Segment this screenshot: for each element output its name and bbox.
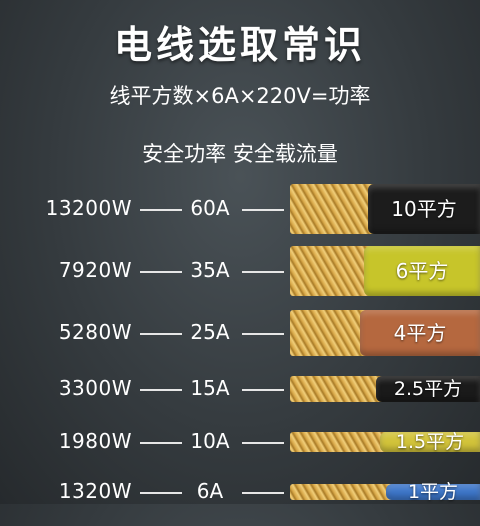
connector-line xyxy=(140,271,182,273)
wire-row: 1980W 10A 1.5平方 xyxy=(0,422,480,474)
safe-power-value: 3300W xyxy=(58,376,132,400)
copper-core xyxy=(290,432,386,452)
wire-size-label: 1平方 xyxy=(407,481,459,503)
connector-line xyxy=(140,209,182,211)
wire-insulation xyxy=(360,310,480,356)
safe-current-value: 60A xyxy=(190,196,230,220)
copper-core xyxy=(290,484,392,500)
columns-header: 安全功率 安全载流量 xyxy=(142,142,338,166)
copper-core xyxy=(290,246,370,296)
wire-insulation xyxy=(376,376,480,402)
safe-power-value: 1980W xyxy=(58,429,132,453)
wire-image: 1平方 xyxy=(290,481,480,503)
copper-core xyxy=(290,310,366,356)
connector-line xyxy=(242,209,284,211)
wire-row: 5280W 25A 4平方 xyxy=(0,300,480,356)
safe-current-value: 6A xyxy=(196,479,224,503)
safe-current-value: 15A xyxy=(190,376,230,400)
wire-image: 2.5平方 xyxy=(290,376,480,402)
wire-size-label: 2.5平方 xyxy=(393,378,463,400)
connector-line xyxy=(242,333,284,335)
connector-line xyxy=(242,389,284,391)
wire-insulation xyxy=(364,246,480,296)
wire-size-label: 4平方 xyxy=(393,321,447,345)
wire-size-label: 6平方 xyxy=(395,259,449,283)
copper-core xyxy=(290,184,374,234)
wire-insulation xyxy=(386,484,480,500)
safe-power-value: 13200W xyxy=(45,196,132,220)
copper-core xyxy=(290,376,382,402)
wire-image: 4平方 xyxy=(290,310,480,356)
wire-row: 7920W 35A 6平方 xyxy=(0,236,480,296)
connector-line xyxy=(242,492,284,494)
wire-insulation xyxy=(368,184,480,234)
safe-current-value: 25A xyxy=(190,320,230,344)
connector-line xyxy=(242,271,284,273)
wire-size-label: 1.5平方 xyxy=(395,431,465,453)
connector-line xyxy=(140,492,182,494)
wire-size-label: 10平方 xyxy=(391,197,457,221)
safe-power-value: 1320W xyxy=(58,479,132,503)
connector-line xyxy=(242,442,284,444)
formula-text: 线平方数×6A×220V=功率 xyxy=(109,84,371,108)
wire-image: 6平方 xyxy=(290,246,480,296)
connector-line xyxy=(140,442,182,444)
wire-row: 3300W 15A 2.5平方 xyxy=(0,366,480,418)
wire-image: 1.5平方 xyxy=(290,432,480,452)
page-title: 电线选取常识 xyxy=(113,23,366,67)
connector-line xyxy=(140,333,182,335)
safe-current-value: 35A xyxy=(190,258,230,282)
wire-insulation xyxy=(380,432,480,452)
safe-power-value: 7920W xyxy=(58,258,132,282)
wire-row: 13200W 60A 10平方 xyxy=(0,174,480,234)
wire-row: 1320W 6A 1平方 xyxy=(0,474,480,526)
safe-power-value: 5280W xyxy=(58,320,132,344)
wire-image: 10平方 xyxy=(290,184,480,234)
safe-current-value: 10A xyxy=(190,429,230,453)
connector-line xyxy=(140,389,182,391)
